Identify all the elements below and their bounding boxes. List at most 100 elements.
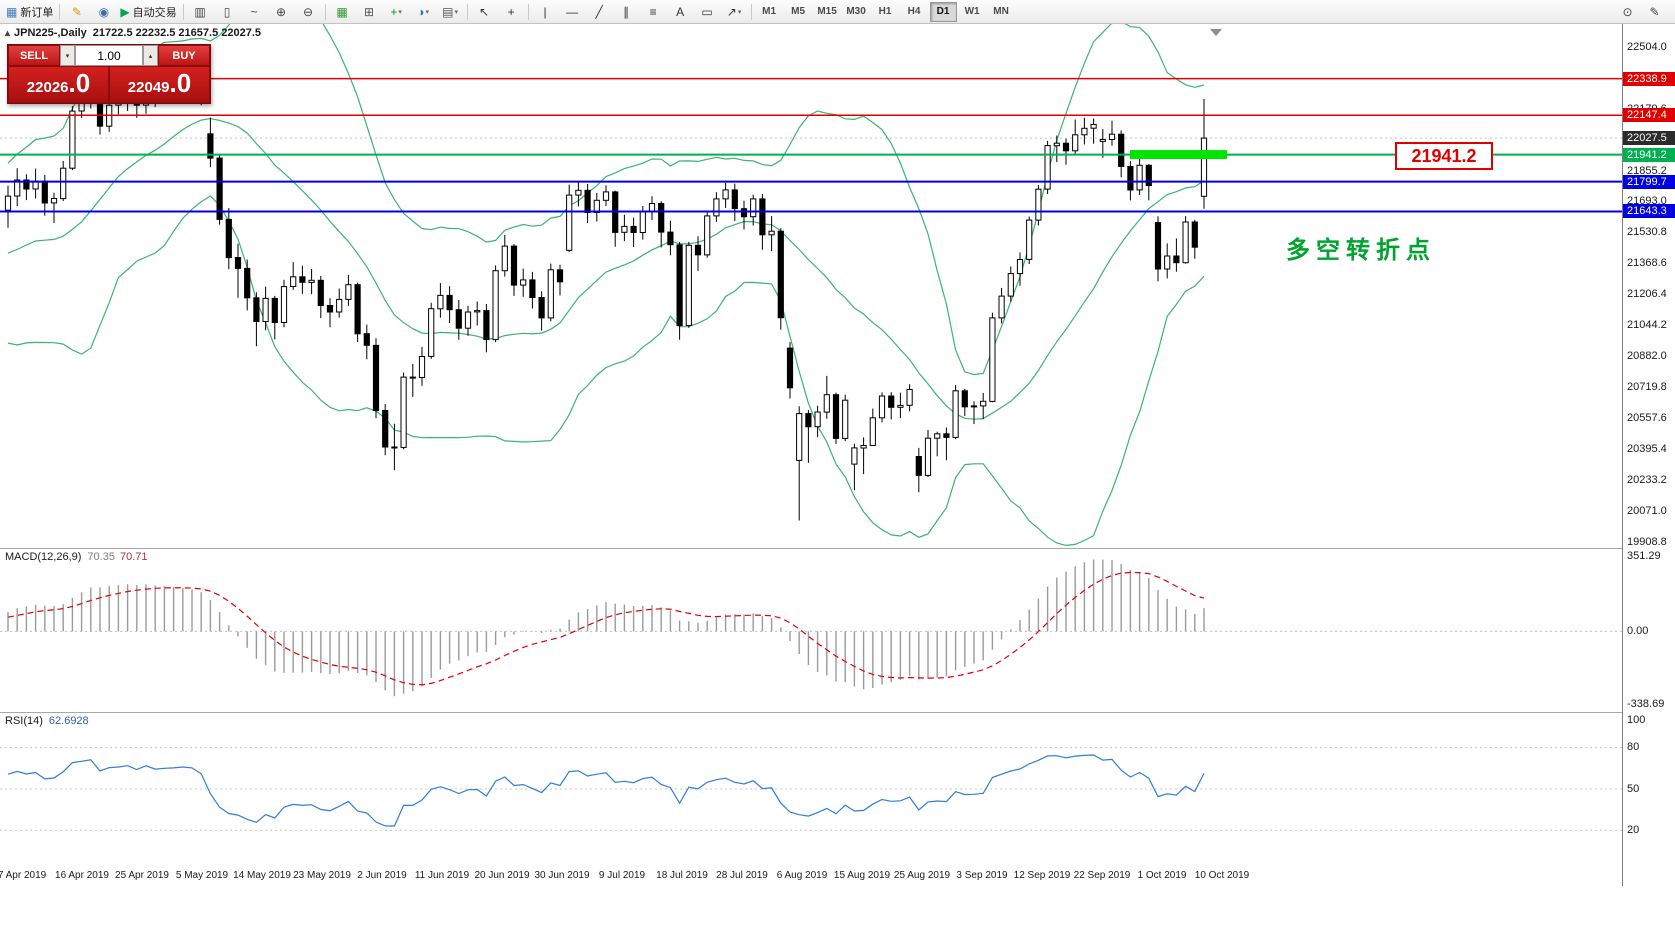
- sell-price-main: 22026: [26, 79, 69, 96]
- indicators-button[interactable]: + ▾: [383, 1, 410, 23]
- chevron-down-icon: ▾: [454, 8, 458, 16]
- timeframe-button-h1[interactable]: H1: [878, 6, 892, 17]
- candle: [529, 271, 536, 309]
- periods-button[interactable]: ◑ ▾: [410, 1, 437, 23]
- timeframe-button-m15[interactable]: M15: [817, 6, 837, 17]
- vertical-line-button[interactable]: |: [532, 1, 559, 23]
- text-label-button[interactable]: ▭: [694, 1, 721, 23]
- volume-increase-button[interactable]: ▴: [143, 45, 158, 66]
- zoom-in-button[interactable]: ⊕: [268, 1, 295, 23]
- one-click-collapse-icon[interactable]: ▴: [5, 28, 11, 39]
- cascade-windows-button[interactable]: ⊞: [356, 1, 383, 23]
- macd-axis-label: 351.29: [1627, 549, 1661, 562]
- metaeditor-button[interactable]: ✎: [63, 1, 90, 23]
- date-label: 22 Sep 2019: [1073, 870, 1131, 881]
- volume-decrease-button[interactable]: ▾: [60, 45, 75, 66]
- market-watch-button[interactable]: ◉: [90, 1, 117, 23]
- rsi-pane[interactable]: [0, 712, 1622, 866]
- horizontal-line-button[interactable]: —: [559, 1, 586, 23]
- level-callout-box[interactable]: 21941.2: [1395, 141, 1493, 170]
- timeframe-button-m5[interactable]: M5: [791, 6, 806, 17]
- price-axis-label: 20233.2: [1627, 474, 1667, 487]
- rsi-name: RSI(14): [5, 715, 43, 727]
- date-label: 6 Aug 2019: [776, 870, 828, 881]
- cursor-button[interactable]: ↖: [471, 1, 498, 23]
- macd-name: MACD(12,26,9): [5, 551, 82, 563]
- timeframe-button-w1[interactable]: W1: [964, 6, 980, 17]
- candle: [924, 430, 932, 477]
- price-axis-label: 20557.6: [1627, 412, 1667, 425]
- pane-separator[interactable]: [0, 548, 1675, 549]
- timeframe-button-m1[interactable]: M1: [762, 6, 777, 17]
- candle: [888, 392, 895, 420]
- quick-edit-button[interactable]: ✎: [1641, 1, 1668, 23]
- text-icon: A: [676, 4, 685, 19]
- candle: [989, 312, 996, 403]
- main-toolbar: ▦ 新订单 ✎ ◉ ▶ 自动交易 ▥ ▯ ~ ⊕ ⊖ ▦ ⊞ + ▾ ◑ ▾ ▤ ▾ ↖ + | — ╱ ∥ ≡ A ▭ ↗ ▾ M1 M5…: [0, 0, 1675, 24]
- toolbar-separator: [182, 3, 184, 20]
- search-button[interactable]: ⊙: [1614, 1, 1641, 23]
- one-click-price-row: 22026.0 22049.0: [8, 66, 210, 103]
- toolbar-separator: [750, 3, 752, 20]
- chart-ohlc-values: 21722.5 22232.5 21657.5 22027.5: [92, 27, 262, 39]
- bar-chart-mode-button[interactable]: ▥: [187, 1, 214, 23]
- templates-button[interactable]: ▤ ▾: [437, 1, 464, 23]
- sell-button[interactable]: SELL: [8, 45, 60, 66]
- macd-pane[interactable]: [0, 548, 1622, 712]
- candle: [658, 201, 665, 248]
- candle: [23, 174, 30, 201]
- candle: [1081, 117, 1088, 145]
- zoom-out-button[interactable]: ⊖: [295, 1, 322, 23]
- crosshair-button[interactable]: +: [498, 1, 525, 23]
- timeframe-toolbar: M1 M5 M15 M30 H1 H4 D1 W1 MN: [755, 0, 1016, 23]
- zoom-out-icon: ⊖: [303, 4, 314, 19]
- candle: [262, 286, 269, 331]
- chart-shift-marker-icon[interactable]: [1210, 29, 1222, 36]
- volume-input[interactable]: [75, 45, 143, 66]
- time-axis[interactable]: 7 Apr 2019 16 Apr 2019 25 Apr 2019 5 May 20…: [0, 866, 1622, 886]
- date-label: 25 Aug 2019: [893, 870, 951, 881]
- pane-separator[interactable]: [0, 712, 1675, 713]
- sell-price-display[interactable]: 22026.0: [8, 66, 109, 103]
- timeframe-button-h4[interactable]: H4: [907, 6, 921, 17]
- candle: [345, 274, 352, 306]
- candle: [943, 427, 950, 461]
- macd-axis-label: 0.00: [1627, 624, 1649, 637]
- candle: [860, 437, 867, 475]
- buy-price-display[interactable]: 22049.0: [109, 66, 210, 103]
- bar-chart-mode-icon: ▥: [194, 4, 206, 19]
- line-chart-mode-button[interactable]: ~: [241, 1, 268, 23]
- candle: [750, 194, 757, 226]
- candlestick-chart-mode-button[interactable]: ▯: [214, 1, 241, 23]
- candle: [777, 228, 784, 330]
- new-order-button[interactable]: ▦ 新订单: [3, 1, 56, 23]
- candle: [796, 406, 803, 521]
- price-axis[interactable]: 22504.022341.822179.622017.421855.221693…: [1622, 24, 1675, 886]
- tile-windows-button[interactable]: ▦: [329, 1, 356, 23]
- candle: [768, 216, 775, 252]
- price-pane[interactable]: [0, 24, 1622, 548]
- new-order-icon: ▦: [6, 4, 18, 19]
- chart-annotation-text[interactable]: 多空转折点: [1286, 237, 1436, 264]
- arrows-button[interactable]: ↗ ▾: [721, 1, 748, 23]
- price-level-tag: 21643.3: [1623, 204, 1675, 219]
- price-level-tag: 22027.5: [1623, 131, 1675, 146]
- channel-button[interactable]: ∥: [613, 1, 640, 23]
- candle: [823, 375, 830, 419]
- candle: [934, 431, 941, 457]
- level-highlight-segment[interactable]: [1130, 150, 1227, 160]
- macd-main-value: 70.35: [87, 551, 115, 563]
- timeframe-button-d1[interactable]: D1: [929, 1, 957, 22]
- timeframe-button-m30[interactable]: M30: [846, 6, 866, 17]
- timeframe-button-mn[interactable]: MN: [993, 6, 1009, 17]
- vertical-line-icon: |: [543, 4, 547, 19]
- autotrading-button[interactable]: ▶ 自动交易: [117, 1, 179, 23]
- text-button[interactable]: A: [667, 1, 694, 23]
- candle: [952, 385, 959, 440]
- price-axis-label: 22504.0: [1627, 40, 1667, 53]
- candle: [566, 184, 573, 253]
- candle: [474, 301, 481, 326]
- trendline-button[interactable]: ╱: [586, 1, 613, 23]
- buy-button[interactable]: BUY: [158, 45, 210, 66]
- fibonacci-button[interactable]: ≡: [640, 1, 667, 23]
